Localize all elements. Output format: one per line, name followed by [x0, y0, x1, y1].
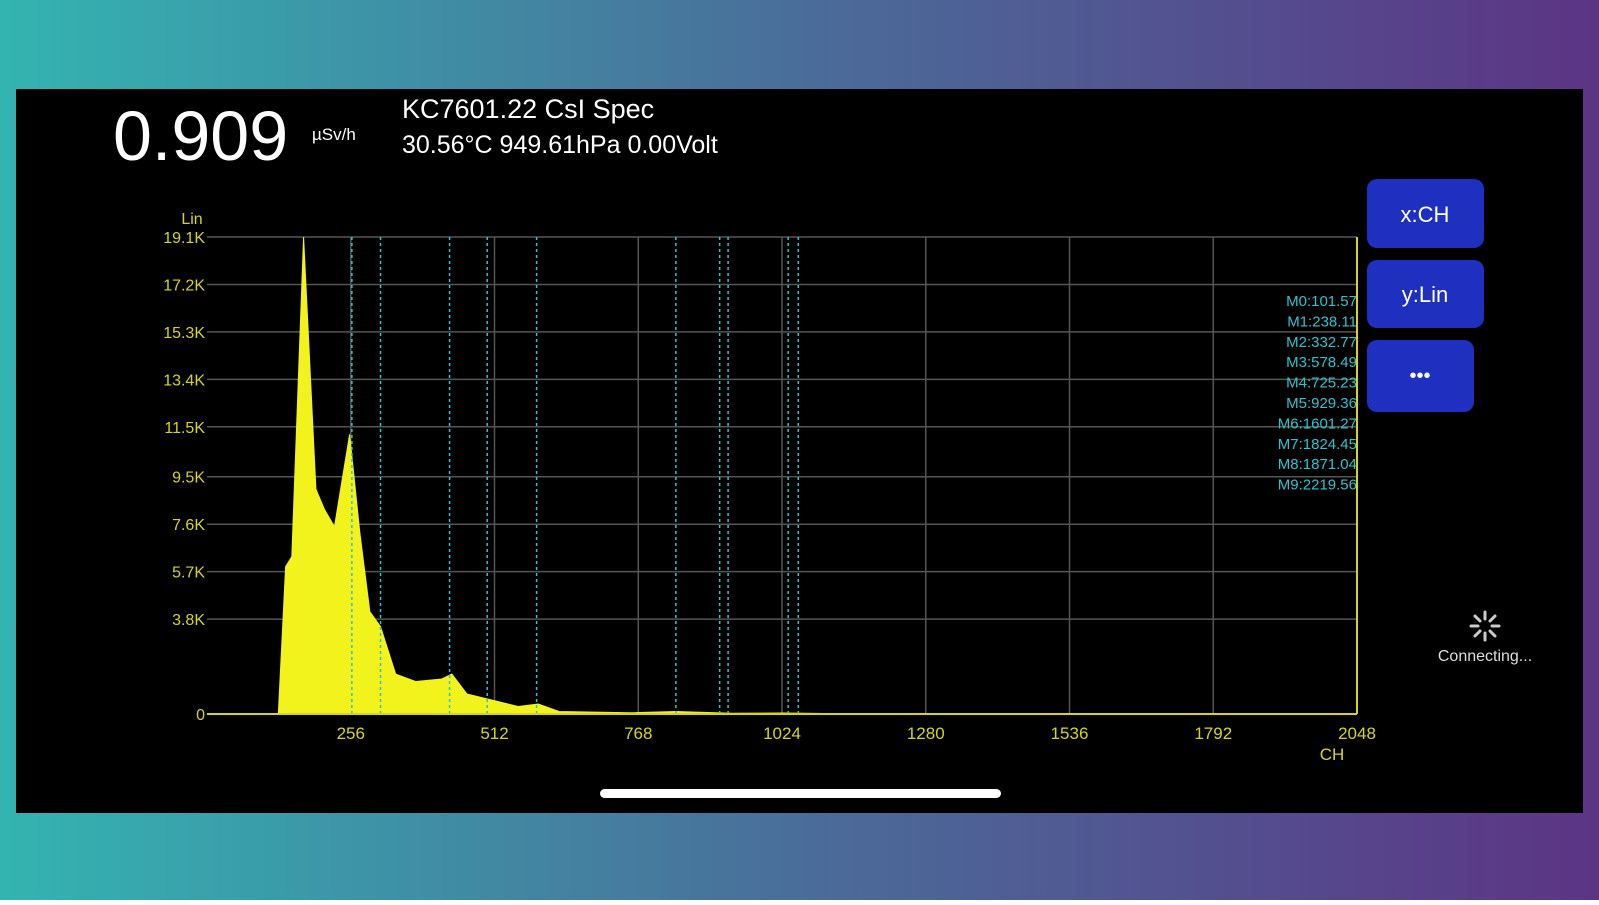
button-bg[interactable] [1367, 179, 1484, 248]
x-tick-label: 1280 [907, 724, 945, 743]
button-bg[interactable] [1367, 340, 1474, 412]
button-y[interactable]: y:Lin [1367, 260, 1484, 328]
x-tick-label: 1024 [763, 724, 801, 743]
spinner-tick [1488, 629, 1497, 638]
connection-status: Connecting... [1438, 648, 1532, 665]
dose-rate: 0.909 [113, 97, 288, 175]
spinner-tick [1473, 629, 1482, 638]
marker-label: M6:1601.27 [1278, 415, 1357, 432]
marker-label: M7:1824.45 [1278, 436, 1357, 453]
x-tick-label: 1792 [1194, 724, 1232, 743]
x-tick-label: 256 [337, 724, 365, 743]
marker-label: M4:725.23 [1286, 375, 1357, 392]
spinner-tick [1488, 614, 1497, 623]
x-tick-label: 2048 [1338, 724, 1376, 743]
button-label[interactable]: y:Lin [1402, 282, 1448, 307]
device-status: 30.56°C 949.61hPa 0.00Volt [402, 131, 718, 159]
spinner [1469, 610, 1501, 642]
phone-screen [16, 89, 1583, 813]
marker-label: M9:2219.56 [1278, 477, 1357, 494]
device-name: KC7601.22 CsI Spec [402, 94, 654, 124]
button-more[interactable]: ••• [1367, 340, 1474, 412]
y-tick-label: 9.5K [172, 470, 205, 487]
spectrum-area [277, 236, 865, 715]
spinner-tick [1473, 614, 1482, 623]
marker-label: M8:1871.04 [1278, 456, 1357, 473]
x-tick-label: 1536 [1051, 724, 1089, 743]
y-tick-label: 19.1K [163, 230, 205, 247]
chart: 0 3.8K 5.7K 7.6K 9.5K 11.5K 13.4K 15.3K 17.2K 19.… [163, 211, 1376, 764]
y-tick-label: 3.8K [172, 612, 205, 629]
y-tick-label: 11.5K [164, 420, 205, 437]
button-x[interactable]: x:CH [1367, 179, 1484, 248]
y-tick-label: 5.7K [172, 565, 205, 582]
marker-label: M1:238.11 [1287, 313, 1357, 330]
marker-label: M5:929.36 [1286, 395, 1357, 412]
y-tick-label: 15.3K [163, 325, 205, 342]
y-tick-label: 17.2K [163, 277, 205, 294]
button-bg[interactable] [1367, 260, 1484, 328]
y-tick-label: 7.6K [172, 517, 205, 534]
home-indicator [600, 789, 1001, 798]
x-tick-label: 768 [624, 724, 652, 743]
y-tick-label: 13.4K [163, 372, 205, 389]
button-label[interactable]: x:CH [1401, 202, 1450, 227]
marker-label: M0:101.57 [1286, 293, 1357, 310]
y-tick-label: 0 [196, 707, 205, 724]
y-axis-label: Lin [181, 211, 202, 228]
x-tick-label: 512 [480, 724, 508, 743]
x-axis-label: CH [1320, 745, 1345, 764]
button-label[interactable]: ••• [1409, 365, 1430, 387]
dose-unit: µSv/h [312, 125, 356, 144]
marker-label: M3:578.49 [1286, 354, 1357, 371]
marker-label: M2:332.77 [1286, 334, 1357, 351]
